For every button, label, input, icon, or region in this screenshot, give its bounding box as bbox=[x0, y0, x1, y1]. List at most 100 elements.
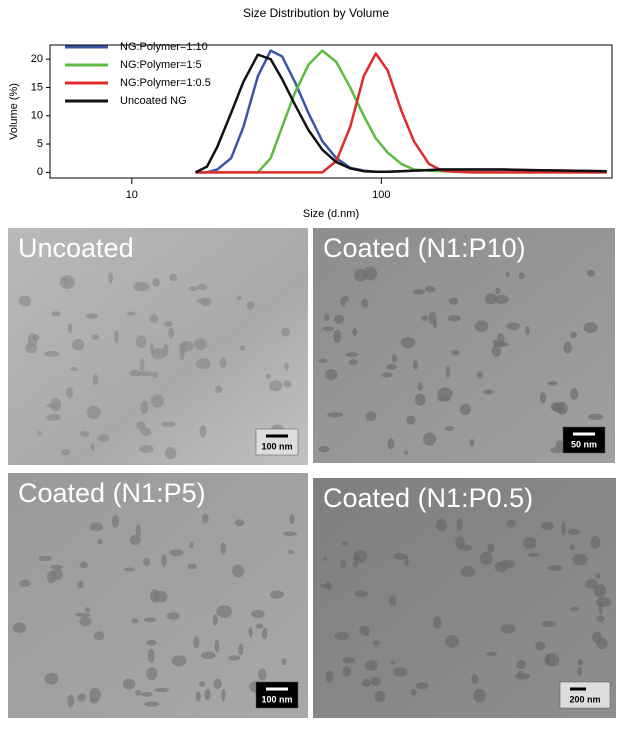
particle bbox=[269, 590, 284, 599]
particle bbox=[214, 639, 220, 653]
particle bbox=[445, 634, 459, 648]
particle bbox=[283, 531, 298, 537]
particle bbox=[494, 341, 509, 347]
particle bbox=[283, 380, 292, 388]
particle bbox=[590, 535, 601, 549]
particle bbox=[133, 281, 150, 292]
particle bbox=[577, 666, 582, 676]
legend-label: NG:Polymer=1:10 bbox=[120, 41, 208, 53]
particle bbox=[19, 579, 31, 588]
particle bbox=[122, 678, 136, 690]
particle bbox=[445, 365, 451, 378]
particle bbox=[425, 286, 436, 293]
particle bbox=[505, 271, 510, 278]
particle bbox=[187, 563, 197, 570]
particle bbox=[195, 691, 201, 702]
particle bbox=[345, 352, 359, 357]
particle bbox=[108, 272, 113, 284]
plot-frame bbox=[49, 44, 613, 179]
particle bbox=[188, 286, 198, 292]
particle bbox=[140, 400, 149, 415]
particle bbox=[143, 617, 157, 623]
scale-bar-box bbox=[562, 426, 606, 454]
particle bbox=[72, 338, 85, 351]
particle bbox=[354, 268, 368, 282]
particle bbox=[149, 314, 159, 324]
particle bbox=[44, 672, 59, 685]
particle bbox=[325, 581, 332, 591]
particle bbox=[547, 381, 558, 386]
particle bbox=[318, 358, 328, 363]
particle bbox=[66, 386, 73, 399]
particle bbox=[570, 331, 577, 339]
particle bbox=[352, 560, 359, 568]
particle bbox=[77, 580, 84, 589]
particle bbox=[387, 438, 395, 450]
particle bbox=[166, 612, 180, 620]
particle bbox=[257, 668, 267, 681]
panel-label: Coated (N1:P5) bbox=[18, 478, 206, 508]
particle bbox=[318, 445, 330, 453]
particle bbox=[593, 584, 607, 598]
particle bbox=[567, 528, 580, 535]
particle bbox=[204, 688, 211, 701]
panel-label: Uncoated bbox=[18, 233, 134, 263]
particle bbox=[179, 346, 185, 361]
particle bbox=[90, 443, 95, 451]
particle bbox=[598, 602, 603, 615]
particle bbox=[340, 297, 346, 308]
particle bbox=[393, 552, 408, 560]
particle bbox=[70, 366, 78, 372]
particle bbox=[445, 426, 455, 431]
particle bbox=[381, 372, 393, 378]
particle bbox=[85, 607, 90, 613]
particle bbox=[12, 622, 27, 633]
scale-bar-label: 100 nm bbox=[261, 694, 292, 704]
particle bbox=[49, 397, 62, 412]
particle bbox=[193, 636, 200, 649]
particle bbox=[563, 341, 572, 354]
particle bbox=[487, 543, 495, 553]
particle bbox=[150, 394, 165, 408]
particle bbox=[577, 659, 584, 666]
particle bbox=[415, 393, 426, 406]
particle bbox=[77, 693, 86, 702]
particle bbox=[325, 369, 338, 380]
particle bbox=[138, 371, 154, 377]
particle bbox=[527, 552, 540, 558]
particle bbox=[164, 447, 177, 460]
series-line bbox=[194, 53, 607, 174]
particle bbox=[390, 660, 396, 665]
particle bbox=[570, 606, 579, 612]
chart-title: Size Distribution by Volume bbox=[243, 6, 389, 20]
particle bbox=[164, 320, 173, 327]
particle bbox=[251, 609, 265, 619]
particle bbox=[91, 334, 100, 340]
y-tick-label: 15 bbox=[31, 81, 43, 93]
particle bbox=[135, 524, 141, 538]
particle bbox=[113, 330, 119, 344]
particle bbox=[202, 513, 209, 524]
particle bbox=[234, 519, 245, 527]
particle bbox=[89, 522, 103, 532]
particle bbox=[74, 612, 91, 617]
particle bbox=[386, 363, 397, 371]
particle bbox=[325, 670, 334, 683]
particle bbox=[364, 659, 378, 671]
particle bbox=[85, 313, 99, 319]
particle bbox=[322, 556, 328, 562]
particle bbox=[212, 613, 218, 626]
particle bbox=[322, 326, 335, 332]
particle bbox=[51, 568, 64, 580]
particle bbox=[92, 374, 99, 386]
particle bbox=[143, 557, 150, 566]
particle bbox=[198, 681, 206, 687]
particle bbox=[196, 298, 209, 304]
particle bbox=[79, 561, 88, 569]
particle bbox=[373, 640, 381, 646]
particle bbox=[471, 674, 479, 685]
x-tick-label: 100 bbox=[372, 189, 390, 201]
particle bbox=[79, 616, 92, 626]
particle bbox=[535, 641, 546, 651]
